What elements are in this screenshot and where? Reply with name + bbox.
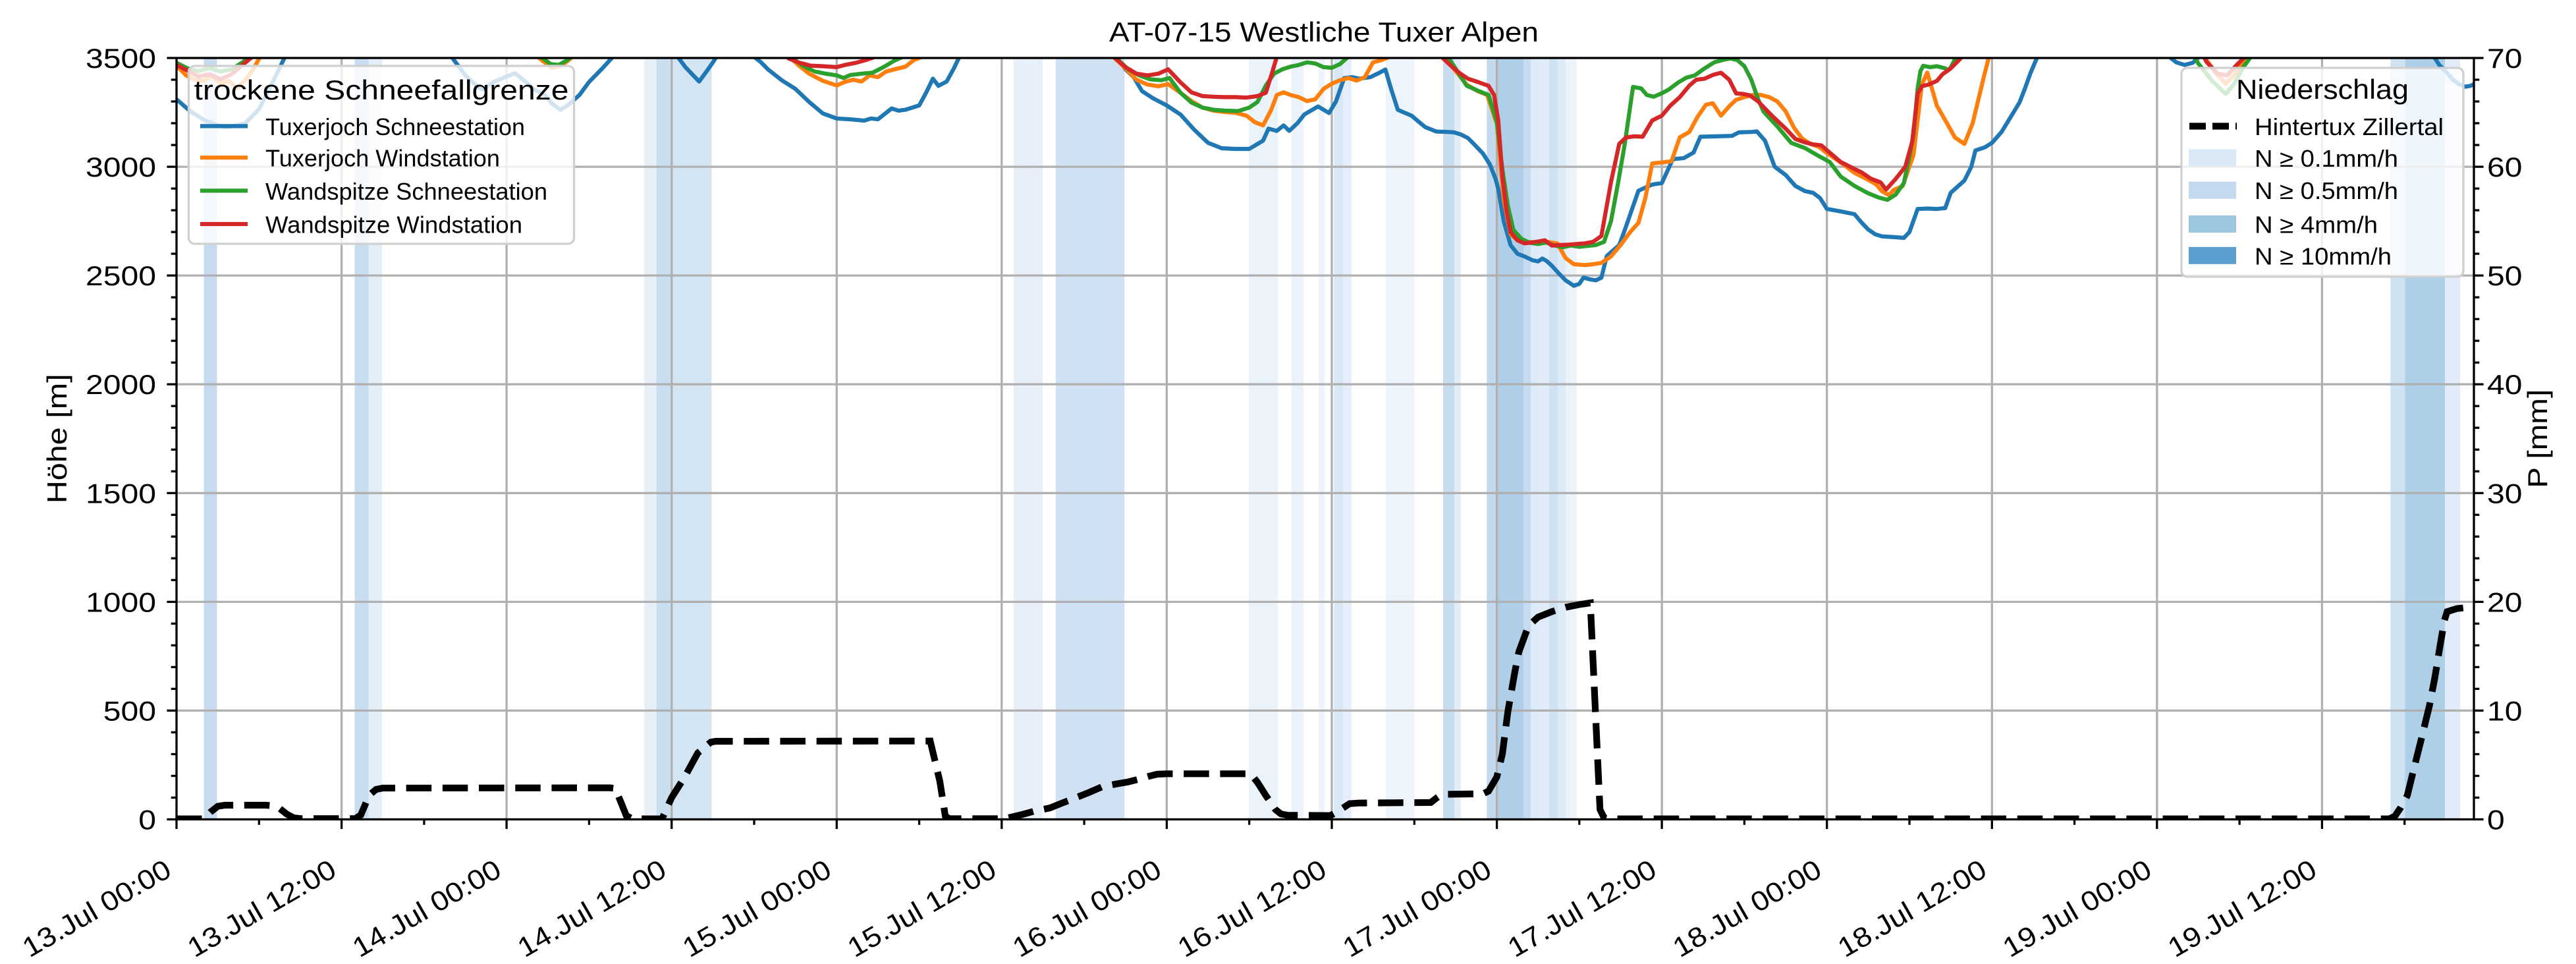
svg-text:trockene Schneefallgrenze: trockene Schneefallgrenze [194,74,569,105]
svg-text:Niederschlag: Niederschlag [2236,74,2409,105]
svg-text:N ≥ 0.5mm/h: N ≥ 0.5mm/h [2255,177,2398,204]
svg-text:20: 20 [2487,586,2522,617]
svg-text:30: 30 [2487,478,2522,509]
svg-text:0: 0 [138,805,156,836]
svg-text:3500: 3500 [86,43,156,74]
svg-text:N ≥ 0.1mm/h: N ≥ 0.1mm/h [2255,145,2398,172]
svg-text:N ≥ 4mm/h: N ≥ 4mm/h [2255,212,2378,239]
svg-text:60: 60 [2487,152,2522,183]
svg-text:70: 70 [2487,43,2522,74]
svg-text:Höhe [m]: Höhe [m] [41,374,72,503]
svg-text:Tuxerjoch Windstation: Tuxerjoch Windstation [265,145,500,172]
svg-text:2500: 2500 [86,260,156,291]
svg-text:Tuxerjoch Schneestation: Tuxerjoch Schneestation [265,113,525,140]
svg-text:0: 0 [2487,805,2505,836]
svg-text:500: 500 [103,695,156,726]
svg-text:2000: 2000 [86,369,156,400]
svg-text:P [mm]: P [mm] [2522,389,2553,488]
svg-text:N ≥ 10mm/h: N ≥ 10mm/h [2255,242,2392,269]
svg-text:50: 50 [2487,260,2522,291]
svg-text:1000: 1000 [86,586,156,617]
svg-text:3000: 3000 [86,152,156,183]
svg-text:1500: 1500 [86,478,156,509]
svg-text:AT-07-15 Westliche Tuxer Alpen: AT-07-15 Westliche Tuxer Alpen [1109,16,1539,47]
svg-text:Wandspitze Schneestation: Wandspitze Schneestation [265,178,547,205]
svg-text:Hintertux Zillertal: Hintertux Zillertal [2255,113,2444,140]
svg-text:10: 10 [2487,695,2522,726]
svg-text:40: 40 [2487,369,2522,400]
svg-text:Wandspitze Windstation: Wandspitze Windstation [265,212,522,239]
